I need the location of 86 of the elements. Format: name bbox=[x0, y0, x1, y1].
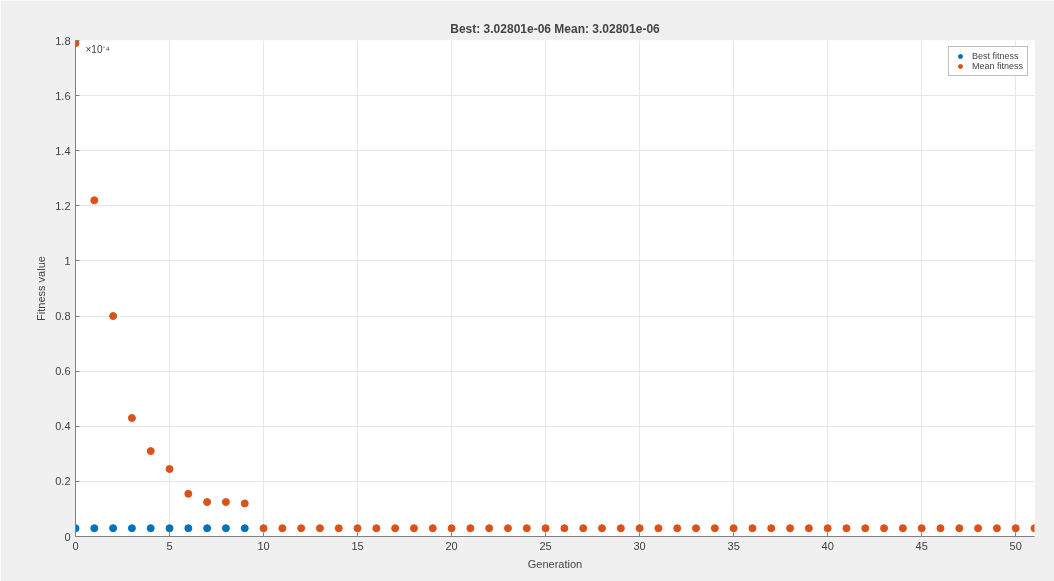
y-tick-label: 0.8 bbox=[55, 310, 71, 323]
point bbox=[90, 524, 99, 533]
point bbox=[259, 524, 268, 533]
point bbox=[861, 524, 870, 533]
chart-title: Best: 3.02801e-06 Mean: 3.02801e-06 bbox=[450, 21, 661, 36]
point bbox=[391, 524, 400, 533]
point bbox=[278, 524, 287, 533]
point bbox=[616, 524, 625, 533]
point bbox=[560, 524, 569, 533]
y-tick-label: 0.4 bbox=[55, 420, 71, 433]
point bbox=[297, 524, 306, 533]
x-tick-label: 20 bbox=[445, 539, 458, 552]
legend-label: Best fitness bbox=[971, 51, 1019, 61]
x-tick-label: 15 bbox=[351, 539, 364, 552]
point bbox=[823, 524, 832, 533]
point bbox=[729, 524, 738, 533]
point bbox=[165, 524, 174, 533]
point bbox=[184, 489, 193, 498]
point bbox=[503, 524, 512, 533]
point bbox=[1011, 524, 1020, 533]
point bbox=[203, 524, 212, 533]
point bbox=[409, 524, 418, 533]
point bbox=[598, 524, 607, 533]
point bbox=[127, 524, 136, 533]
point bbox=[654, 524, 663, 533]
y-tick-label: 1.4 bbox=[55, 144, 71, 157]
point bbox=[692, 524, 701, 533]
y-tick-label: 0.2 bbox=[55, 475, 71, 488]
point bbox=[635, 524, 644, 533]
x-tick-label: 25 bbox=[539, 539, 552, 552]
legend-label: Mean fitness bbox=[971, 61, 1023, 71]
x-tick-label: 45 bbox=[915, 539, 928, 552]
point bbox=[165, 465, 174, 473]
x-tick-label: 50 bbox=[1009, 539, 1022, 552]
point bbox=[184, 524, 193, 533]
point bbox=[372, 524, 381, 533]
point bbox=[127, 414, 136, 422]
point bbox=[315, 524, 324, 533]
point bbox=[240, 499, 249, 508]
x-axis-title: Generation bbox=[527, 557, 583, 570]
y-axis-title: Fitness value bbox=[35, 256, 48, 321]
point bbox=[804, 524, 813, 533]
y-tick-label: 1.8 bbox=[55, 34, 71, 47]
y-tick-label: 1.2 bbox=[55, 199, 71, 212]
point bbox=[541, 524, 550, 533]
x-tick-label: 0 bbox=[72, 539, 79, 552]
point bbox=[221, 524, 230, 533]
point bbox=[428, 524, 437, 533]
y-tick-label: 1 bbox=[64, 254, 71, 267]
y-tick-label: 1.6 bbox=[55, 89, 71, 102]
point bbox=[767, 524, 776, 533]
point bbox=[579, 524, 588, 533]
point bbox=[748, 524, 757, 533]
point bbox=[522, 524, 531, 533]
point bbox=[146, 447, 155, 456]
x-tick-label: 30 bbox=[633, 539, 646, 552]
point bbox=[466, 524, 475, 533]
point bbox=[353, 524, 362, 533]
point bbox=[974, 524, 983, 533]
point bbox=[880, 524, 889, 533]
y-tick-label: 0 bbox=[64, 530, 71, 543]
point bbox=[90, 196, 99, 205]
annotation: ×10⁻⁴ bbox=[85, 43, 110, 55]
point bbox=[146, 524, 155, 533]
point bbox=[203, 498, 212, 507]
point bbox=[109, 312, 118, 321]
point bbox=[992, 524, 1001, 533]
point bbox=[221, 498, 230, 507]
point bbox=[917, 524, 926, 533]
point bbox=[710, 524, 719, 533]
point bbox=[955, 524, 964, 533]
point bbox=[842, 524, 851, 533]
x-tick-label: 35 bbox=[727, 539, 740, 552]
point bbox=[109, 524, 118, 533]
point bbox=[673, 524, 682, 533]
point bbox=[447, 524, 456, 533]
point bbox=[786, 524, 795, 533]
x-tick-label: 5 bbox=[166, 539, 173, 552]
x-tick-label: 10 bbox=[257, 539, 270, 552]
point bbox=[485, 524, 494, 533]
x-tick-label: 40 bbox=[821, 539, 834, 552]
point bbox=[936, 524, 945, 533]
point bbox=[240, 524, 249, 533]
point bbox=[334, 524, 343, 533]
y-tick-label: 0.6 bbox=[55, 365, 71, 378]
point bbox=[898, 524, 907, 533]
